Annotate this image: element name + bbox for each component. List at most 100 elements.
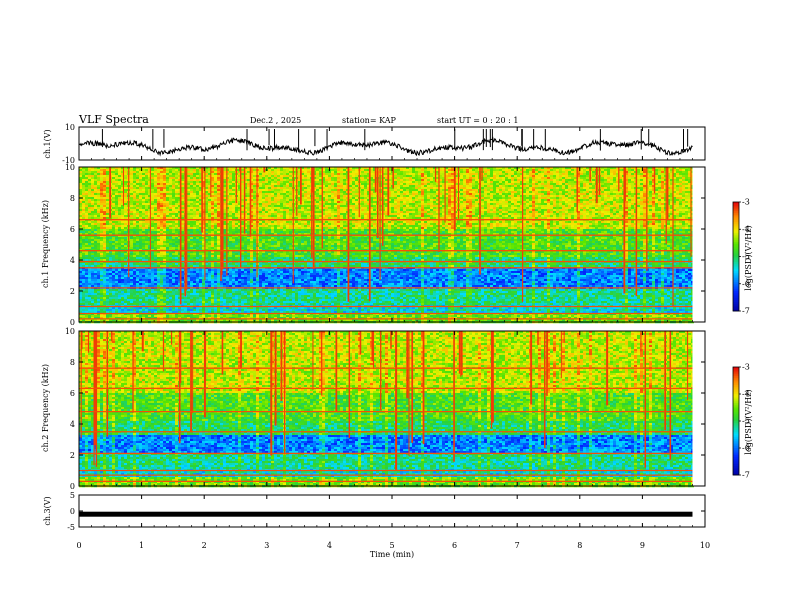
ch1-spectrogram-cell	[94, 239, 97, 241]
ch1-spectrogram-cell	[100, 239, 103, 241]
ch1-spectrogram-cell	[121, 207, 124, 209]
ch1-spectrogram-cell	[121, 245, 124, 247]
ch1-spectrogram-cell	[91, 211, 94, 213]
ch1-spectrogram-cell	[100, 279, 103, 281]
ch1-spectrogram-cell	[124, 203, 127, 205]
ch1-spectrogram-cell	[88, 279, 91, 281]
ch1-spectrogram-cell	[94, 213, 97, 215]
ch1-spectrogram-cell	[124, 255, 127, 257]
ch1-spectrogram-cell	[91, 215, 94, 217]
ch1-spectrogram-cell	[103, 253, 106, 255]
ch1-spectrogram-cell	[115, 263, 118, 265]
ch1-spectrogram-cell	[127, 281, 130, 283]
ch1-spectrogram-cell	[106, 295, 109, 297]
ch1-spectrogram-cell	[109, 297, 112, 299]
ch1-spectrogram-cell	[118, 177, 121, 179]
ch1-spectrogram-cell	[118, 183, 121, 185]
ch1-spectrogram-cell	[115, 277, 118, 279]
ch1-spectrogram-cell	[100, 201, 103, 203]
ch1-spectrogram-cell	[109, 291, 112, 293]
ch1-spectrogram-cell	[88, 201, 91, 203]
ch1-spectrogram-cell	[91, 293, 94, 295]
ch1-spectrogram-cell	[88, 215, 91, 217]
ch1-spectrogram-cell	[112, 197, 115, 199]
ch1-spectrogram-cell	[118, 289, 121, 291]
ch1-spectrogram-cell	[94, 225, 97, 227]
ch1-spectrogram-cell	[124, 247, 127, 249]
ch1-spectrogram-cell	[106, 293, 109, 295]
ch1-spectrogram-cell	[115, 273, 118, 275]
ch1-spectrogram-cell	[100, 207, 103, 209]
ch1-spectrogram-cell	[118, 295, 121, 297]
ch1-spectrogram-cell	[97, 277, 100, 279]
ch1-spectrogram-cell	[85, 181, 88, 183]
ch1-spectrogram-cell	[94, 241, 97, 243]
ch1-spectrogram-cell	[85, 173, 88, 175]
ch1-spectrogram-cell	[109, 269, 112, 271]
ch1-spectrogram-cell	[103, 209, 106, 211]
ch1-spectrogram-cell	[88, 245, 91, 247]
ch1-spectrogram-cell	[85, 169, 88, 171]
ch1-spectrogram-cell	[97, 315, 100, 317]
ch1-spectrogram-cell	[100, 265, 103, 267]
ch1-spectrogram-cell	[130, 191, 133, 193]
ch1-spectrogram-cell	[100, 255, 103, 257]
ch1-spectrogram-cell	[88, 309, 91, 311]
ch1-spectrogram-cell	[82, 205, 85, 207]
ch1-spectrogram-cell	[91, 205, 94, 207]
ch1-spectrogram-cell	[91, 193, 94, 195]
ch1-spectrogram-cell	[115, 197, 118, 199]
ch1-spectrogram-cell	[115, 183, 118, 185]
ch1-spectrogram-cell	[124, 209, 127, 211]
ch1-spectrogram-cell	[85, 243, 88, 245]
ch1-spectrogram-cell	[112, 295, 115, 297]
ch1-spectrogram-cell	[124, 171, 127, 173]
ch1-spectrogram-cell	[115, 237, 118, 239]
ch1-spectrogram-cell	[97, 279, 100, 281]
ch1-spectrogram-cell	[100, 263, 103, 265]
ch1-spectrogram-cell	[88, 269, 91, 271]
ch1-spectrogram-cell	[106, 245, 109, 247]
ch1-spectrogram-cell	[100, 187, 103, 189]
ch1-spectrogram-cell	[100, 199, 103, 201]
ch1-spectrogram-cell	[115, 223, 118, 225]
ch1-spectrogram-cell	[118, 179, 121, 181]
ch1-spectrogram-cell	[115, 255, 118, 257]
ch1-spectrogram-cell	[100, 177, 103, 179]
ch1-spectrogram-cell	[106, 189, 109, 191]
ch1-spectrogram-cell	[94, 295, 97, 297]
ch1-spectrogram-cell	[118, 185, 121, 187]
ch1-spectrogram-cell	[106, 173, 109, 175]
ch1-spectrogram-cell	[103, 269, 106, 271]
ch1-spectrogram-cell	[121, 293, 124, 295]
ch1-spectrogram-cell	[127, 309, 130, 311]
ch1-spectrogram-cell	[130, 169, 133, 171]
station-label: station= KAP	[342, 116, 397, 125]
ch1-spectrogram-cell	[91, 227, 94, 229]
ch1-spectrogram-cell	[103, 277, 106, 279]
ch1-spectrogram-cell	[85, 255, 88, 257]
ch1-spectrogram-cell	[121, 291, 124, 293]
ch1-spectrogram-cell	[97, 271, 100, 273]
ch1-spectrogram-cell	[109, 275, 112, 277]
ch1-spectrogram-cell	[94, 253, 97, 255]
ch1-spectrogram-cell	[124, 245, 127, 247]
ch1-spectrogram-cell	[91, 175, 94, 177]
ch1-spectrogram-cell	[97, 229, 100, 231]
ch1-spectrogram-cell	[103, 245, 106, 247]
ch1-spectrogram-cell	[124, 195, 127, 197]
ch1-spectrogram-cell	[127, 277, 130, 279]
ch1-spectrogram-cell	[85, 303, 88, 305]
ch1-spectrogram-cell	[91, 223, 94, 225]
ch1-spectrogram-cell	[97, 185, 100, 187]
ch1-spectrogram-cell	[106, 265, 109, 267]
ch1-spectrogram-cell	[127, 303, 130, 305]
ch1-spectrogram-cell	[106, 213, 109, 215]
ch1-spectrogram-cell	[112, 187, 115, 189]
ch1-spectrogram-cell	[106, 175, 109, 177]
ch1-spectrogram-cell	[124, 217, 127, 219]
ch1-spectrogram-cell	[94, 183, 97, 185]
ch1-spectrogram-cell	[103, 205, 106, 207]
ch1-spectrogram-cell	[118, 181, 121, 183]
ch1-spectrogram-cell	[88, 221, 91, 223]
